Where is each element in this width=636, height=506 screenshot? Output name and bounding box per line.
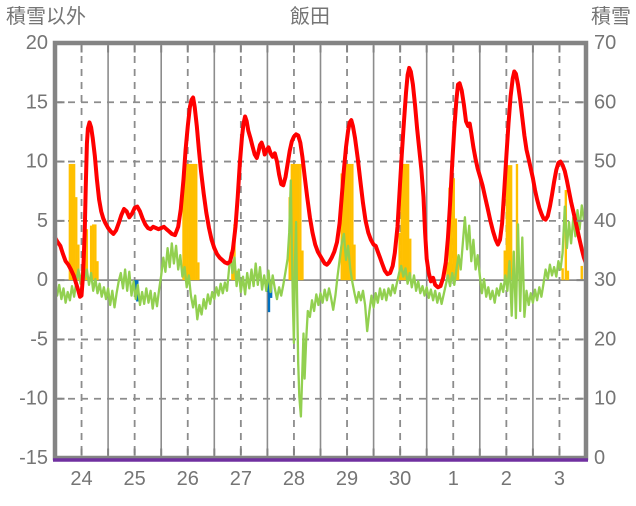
orange-bars-bar (349, 163, 352, 281)
orange-bars-bar (292, 163, 296, 281)
orange-bars-bar (456, 256, 460, 281)
plot-frame (52, 40, 589, 462)
orange-bars-bar (509, 165, 513, 281)
orange-bars-bar (503, 250, 506, 281)
orange-bars-bar (351, 163, 354, 281)
orange-bars-bar (409, 238, 412, 281)
orange-bars-bar (301, 250, 304, 281)
orange-bars-bar (190, 163, 194, 281)
x-axis-day-label: 2 (501, 468, 512, 490)
orange-bars-bar (70, 163, 74, 281)
right-axis-tick-label: 50 (594, 151, 616, 173)
orange-bars-bar (404, 163, 408, 281)
orange-bars-bar (566, 270, 570, 281)
orange-bars-bar (346, 163, 350, 281)
orange-bars-bar (340, 173, 343, 281)
left-axis-tick-label: -10 (19, 388, 48, 410)
orange-bars-bar (68, 163, 72, 281)
orange-bars-bar (297, 163, 300, 281)
orange-bars-bar (400, 163, 403, 281)
left-axis-tick-label: 20 (26, 32, 48, 54)
orange-bars-bar (398, 232, 401, 281)
x-axis-day-label: 27 (230, 468, 252, 490)
orange-bars-bar (505, 165, 509, 281)
right-axis-tick-label: 30 (594, 269, 616, 291)
orange-bars-bar (197, 262, 200, 281)
x-axis-day-label: 24 (70, 468, 92, 490)
orange-bars-bar (450, 187, 453, 281)
orange-bars-bar (561, 268, 564, 281)
orange-bars-bar (452, 178, 455, 281)
green-line (53, 179, 588, 418)
chart-title: 飯田 (290, 5, 330, 28)
orange-bars-bar (182, 185, 185, 281)
left-axis-tick-label: 15 (26, 91, 48, 113)
orange-bars-bar (96, 261, 99, 281)
orange-bars-bar (342, 163, 346, 281)
orange-bars-bar (184, 163, 187, 281)
orange-bars-bar (89, 225, 93, 281)
right-axis-tick-label: 40 (594, 210, 616, 232)
left-axis-tick-label: 10 (26, 151, 48, 173)
orange-bars-bar (233, 224, 236, 281)
x-axis-day-label: 3 (554, 468, 565, 490)
x-axis-day-label: 28 (283, 468, 305, 490)
left-axis-tick-label: 5 (37, 210, 48, 232)
right-axis-tick-label: 60 (594, 91, 616, 113)
orange-bars-bar (507, 165, 511, 281)
orange-bars-bar (92, 224, 95, 281)
red-line (53, 65, 588, 299)
left-axis-tick-label: -15 (19, 447, 48, 469)
x-axis-day-label: 30 (389, 468, 411, 490)
x-axis-day-label: 26 (177, 468, 199, 490)
orange-bars-bar (85, 229, 89, 281)
right-axis-title: 積雪 (591, 5, 631, 28)
x-axis-day-label: 1 (448, 468, 459, 490)
left-axis-title: 積雪以外 (6, 5, 86, 28)
orange-bars-bar (454, 218, 458, 281)
right-axis-tick-label: 20 (594, 328, 616, 350)
orange-bars-bar (344, 163, 348, 281)
orange-bars-bar (186, 163, 189, 281)
orange-bars-bar (580, 265, 583, 281)
orange-bars-bar (446, 262, 449, 281)
orange-bars-bar (195, 163, 198, 281)
orange-bars-bar (515, 163, 519, 281)
left-axis-tick-label: 0 (37, 269, 48, 291)
x-axis-day-label: 25 (124, 468, 146, 490)
right-axis-tick-label: 0 (594, 447, 605, 469)
orange-bars-bar (94, 224, 97, 281)
orange-bars-bar (188, 163, 192, 281)
orange-bars-bar (299, 163, 302, 281)
orange-bars-bar (402, 163, 406, 281)
orange-bars-bar (72, 163, 76, 281)
right-axis-tick-label: 70 (594, 32, 616, 54)
orange-bars-bar (77, 244, 80, 281)
left-axis-tick-label: -5 (30, 328, 48, 350)
x-axis-day-label: 29 (336, 468, 358, 490)
lines-layer (53, 65, 588, 418)
blue-bars-bar (267, 280, 271, 313)
right-axis-tick-label: 10 (594, 388, 616, 410)
orange-bars-bar (353, 244, 356, 281)
orange-bars-bar (231, 268, 234, 281)
orange-bars-bar (75, 197, 78, 281)
orange-bars-bar (192, 163, 196, 281)
orange-bars-bar (406, 163, 410, 281)
plot-border (52, 40, 589, 461)
